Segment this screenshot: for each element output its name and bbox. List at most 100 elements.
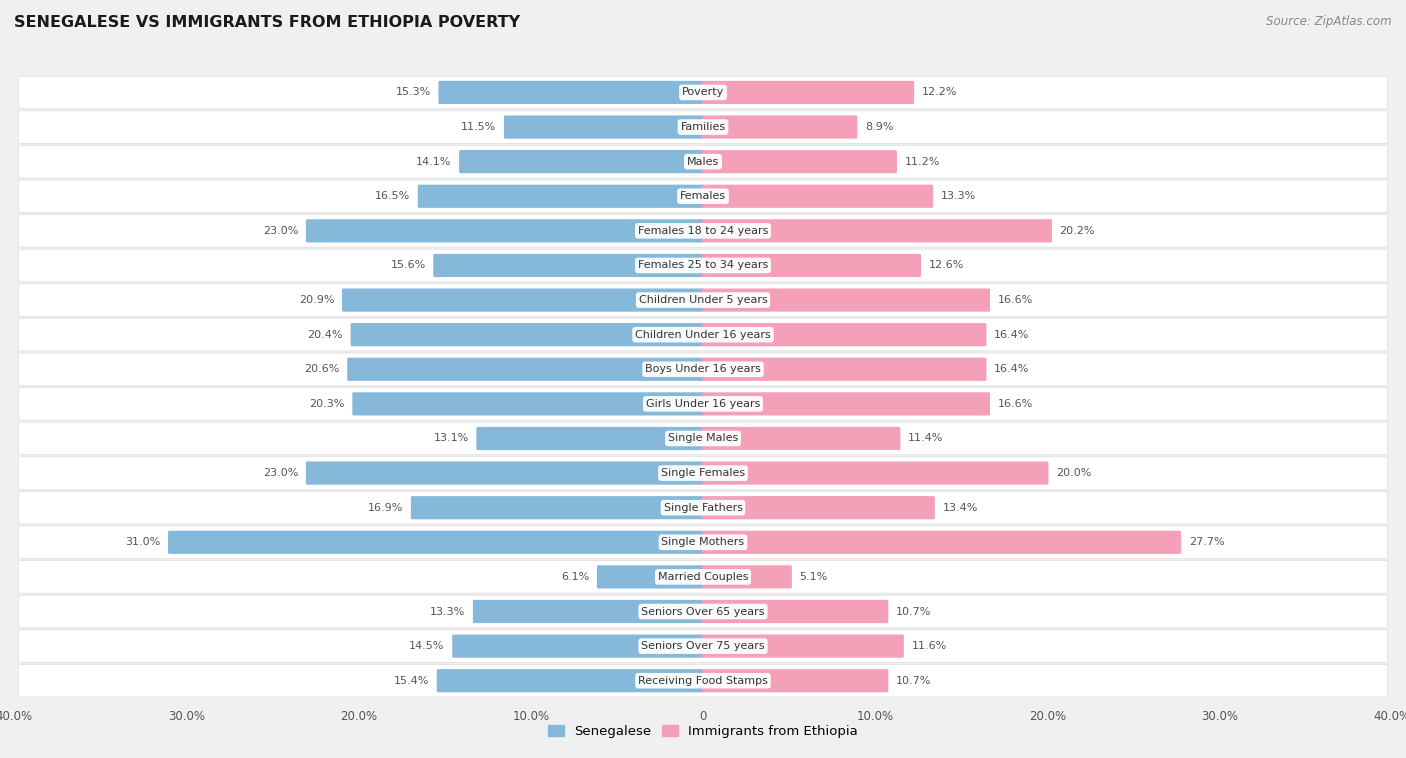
Text: 12.6%: 12.6% xyxy=(928,261,965,271)
Text: Families: Families xyxy=(681,122,725,132)
FancyBboxPatch shape xyxy=(472,600,704,623)
Text: Single Males: Single Males xyxy=(668,434,738,443)
Text: Females 18 to 24 years: Females 18 to 24 years xyxy=(638,226,768,236)
FancyBboxPatch shape xyxy=(18,665,1388,697)
FancyBboxPatch shape xyxy=(702,323,987,346)
Text: 16.4%: 16.4% xyxy=(994,330,1029,340)
FancyBboxPatch shape xyxy=(353,393,704,415)
FancyBboxPatch shape xyxy=(702,669,889,692)
FancyBboxPatch shape xyxy=(702,531,1181,554)
Bar xyxy=(505,117,703,136)
Bar xyxy=(353,394,703,413)
Bar xyxy=(440,83,703,102)
Bar xyxy=(437,671,703,691)
FancyBboxPatch shape xyxy=(702,254,921,277)
Text: 31.0%: 31.0% xyxy=(125,537,160,547)
Text: Single Mothers: Single Mothers xyxy=(661,537,745,547)
Legend: Senegalese, Immigrants from Ethiopia: Senegalese, Immigrants from Ethiopia xyxy=(543,719,863,743)
FancyBboxPatch shape xyxy=(18,630,1388,662)
Text: 27.7%: 27.7% xyxy=(1188,537,1225,547)
FancyBboxPatch shape xyxy=(18,146,1388,178)
Text: 10.7%: 10.7% xyxy=(896,675,931,686)
Text: 16.4%: 16.4% xyxy=(994,365,1029,374)
FancyBboxPatch shape xyxy=(460,150,704,174)
FancyBboxPatch shape xyxy=(702,427,900,450)
Text: 20.3%: 20.3% xyxy=(309,399,344,409)
FancyBboxPatch shape xyxy=(18,318,1388,351)
Text: Poverty: Poverty xyxy=(682,87,724,98)
Bar xyxy=(343,290,703,309)
FancyBboxPatch shape xyxy=(307,462,704,484)
Bar xyxy=(434,256,703,275)
Text: Females: Females xyxy=(681,191,725,202)
Text: 20.0%: 20.0% xyxy=(1056,468,1091,478)
Text: 14.1%: 14.1% xyxy=(416,157,451,167)
Text: 15.6%: 15.6% xyxy=(391,261,426,271)
FancyBboxPatch shape xyxy=(169,531,704,554)
FancyBboxPatch shape xyxy=(702,115,858,139)
FancyBboxPatch shape xyxy=(18,249,1388,282)
Bar xyxy=(419,186,703,205)
Text: SENEGALESE VS IMMIGRANTS FROM ETHIOPIA POVERTY: SENEGALESE VS IMMIGRANTS FROM ETHIOPIA P… xyxy=(14,15,520,30)
Text: 11.4%: 11.4% xyxy=(908,434,943,443)
Text: 11.2%: 11.2% xyxy=(904,157,939,167)
FancyBboxPatch shape xyxy=(18,180,1388,212)
Text: Males: Males xyxy=(688,157,718,167)
FancyBboxPatch shape xyxy=(18,457,1388,490)
FancyBboxPatch shape xyxy=(702,565,792,588)
FancyBboxPatch shape xyxy=(18,491,1388,524)
FancyBboxPatch shape xyxy=(342,289,704,312)
Bar xyxy=(349,360,703,379)
FancyBboxPatch shape xyxy=(18,215,1388,247)
FancyBboxPatch shape xyxy=(702,358,987,381)
Text: 16.5%: 16.5% xyxy=(375,191,411,202)
FancyBboxPatch shape xyxy=(18,387,1388,420)
FancyBboxPatch shape xyxy=(433,254,704,277)
Text: 11.5%: 11.5% xyxy=(461,122,496,132)
Text: 10.7%: 10.7% xyxy=(896,606,931,616)
Text: 13.3%: 13.3% xyxy=(941,191,976,202)
Text: 13.3%: 13.3% xyxy=(430,606,465,616)
FancyBboxPatch shape xyxy=(598,565,704,588)
Bar xyxy=(474,602,703,621)
Text: Single Fathers: Single Fathers xyxy=(664,503,742,512)
FancyBboxPatch shape xyxy=(18,76,1388,108)
Bar xyxy=(169,533,703,552)
Text: 23.0%: 23.0% xyxy=(263,468,298,478)
Text: 5.1%: 5.1% xyxy=(800,572,828,582)
Bar xyxy=(307,221,703,240)
Text: Children Under 5 years: Children Under 5 years xyxy=(638,295,768,305)
FancyBboxPatch shape xyxy=(437,669,704,692)
Text: Married Couples: Married Couples xyxy=(658,572,748,582)
FancyBboxPatch shape xyxy=(477,427,704,450)
Text: 20.4%: 20.4% xyxy=(308,330,343,340)
FancyBboxPatch shape xyxy=(702,496,935,519)
Text: 16.6%: 16.6% xyxy=(997,399,1033,409)
FancyBboxPatch shape xyxy=(411,496,704,519)
Text: Source: ZipAtlas.com: Source: ZipAtlas.com xyxy=(1267,15,1392,28)
FancyBboxPatch shape xyxy=(18,422,1388,455)
Text: Single Females: Single Females xyxy=(661,468,745,478)
Text: 15.3%: 15.3% xyxy=(395,87,430,98)
Text: 14.5%: 14.5% xyxy=(409,641,444,651)
Text: 23.0%: 23.0% xyxy=(263,226,298,236)
Text: Boys Under 16 years: Boys Under 16 years xyxy=(645,365,761,374)
FancyBboxPatch shape xyxy=(18,595,1388,628)
FancyBboxPatch shape xyxy=(702,185,934,208)
FancyBboxPatch shape xyxy=(702,289,990,312)
FancyBboxPatch shape xyxy=(18,111,1388,143)
Text: 20.9%: 20.9% xyxy=(299,295,335,305)
Bar xyxy=(453,637,703,656)
Text: 15.4%: 15.4% xyxy=(394,675,429,686)
Bar xyxy=(478,429,703,448)
FancyBboxPatch shape xyxy=(702,600,889,623)
Text: 16.9%: 16.9% xyxy=(368,503,404,512)
FancyBboxPatch shape xyxy=(702,219,1052,243)
Text: 6.1%: 6.1% xyxy=(561,572,589,582)
Text: Children Under 16 years: Children Under 16 years xyxy=(636,330,770,340)
Text: 20.2%: 20.2% xyxy=(1060,226,1095,236)
FancyBboxPatch shape xyxy=(18,283,1388,316)
FancyBboxPatch shape xyxy=(18,353,1388,386)
FancyBboxPatch shape xyxy=(453,634,704,658)
Text: 8.9%: 8.9% xyxy=(865,122,893,132)
